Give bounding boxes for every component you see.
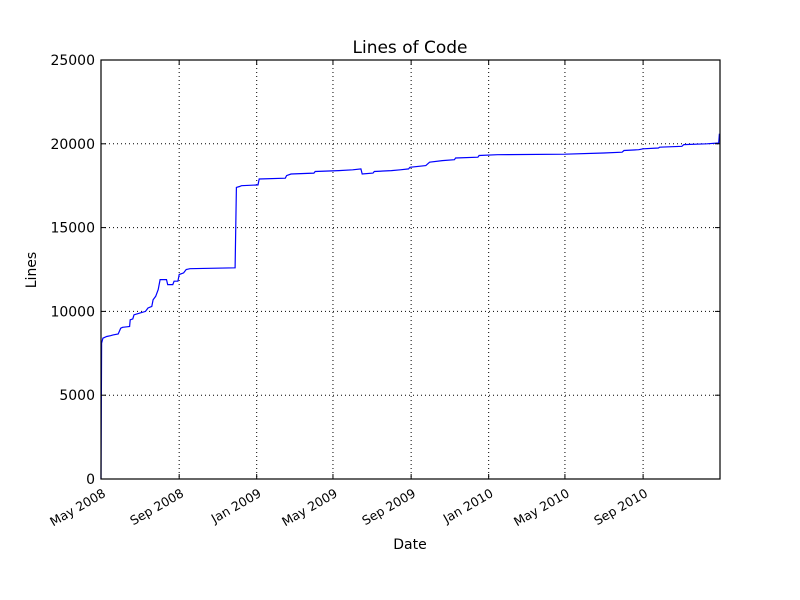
data-series bbox=[100, 133, 720, 480]
series-line-lines bbox=[100, 133, 720, 480]
chart-title: Lines of Code bbox=[353, 38, 468, 58]
y-tick-label: 10000 bbox=[50, 304, 95, 320]
plot-frame bbox=[100, 59, 721, 480]
y-tick-label: 20000 bbox=[50, 137, 95, 153]
x-axis-label: Date bbox=[393, 537, 426, 553]
y-tick-label: 25000 bbox=[50, 53, 95, 69]
y-tick-label: 0 bbox=[86, 472, 95, 488]
y-tick-label: 15000 bbox=[50, 221, 95, 237]
y-tick-label: 5000 bbox=[59, 388, 95, 404]
plot-area bbox=[101, 60, 720, 479]
y-axis-ticks: 0 5000 10000 15000 20000 25000 bbox=[50, 53, 720, 488]
y-axis-label: Lines bbox=[24, 252, 40, 288]
